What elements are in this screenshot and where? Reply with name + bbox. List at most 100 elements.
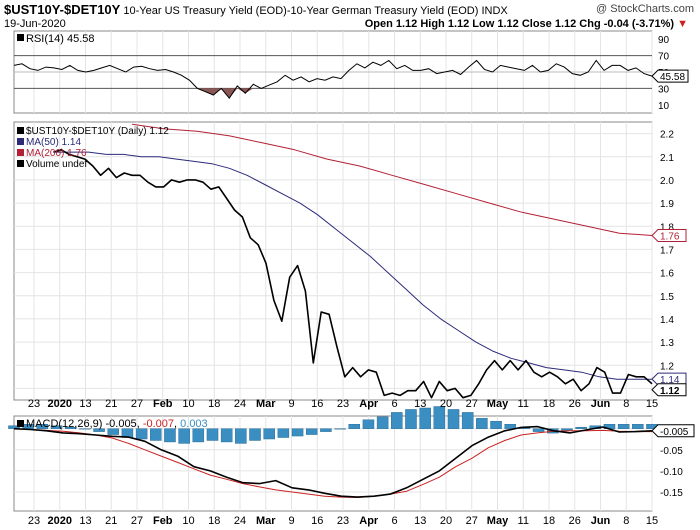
x-axis-label: 15: [646, 515, 658, 527]
price-legend-swatch: [17, 149, 24, 156]
price-tick-label: 1.5: [660, 292, 674, 303]
x-axis-label: 26: [569, 398, 581, 410]
macd-tick-label: -0.15: [660, 488, 683, 499]
macd-histogram-bar: [79, 428, 91, 430]
x-axis-label: 13: [414, 398, 426, 410]
macd-histogram-bar: [291, 428, 304, 437]
price-legend-label: $UST10Y-$DET10Y (Daily) 1.12: [26, 126, 169, 137]
x-axis-label: 16: [311, 515, 323, 527]
x-axis-label: Mar: [256, 398, 276, 410]
x-axis-label: Mar: [256, 515, 276, 527]
rsi-legend-label: RSI(14) 45.58: [26, 33, 94, 45]
price-line: [53, 149, 653, 399]
x-axis-label: 8: [623, 515, 629, 527]
macd-value-tag-text: -0.005: [660, 427, 689, 438]
grid-lines: [14, 31, 653, 511]
chart-header-line1: $UST10Y-$DET10Y 10-Year US Treasury Yiel…: [4, 2, 508, 17]
x-axis-label: 2020: [48, 398, 72, 410]
x-axis-label: 2020: [48, 515, 72, 527]
macd-histogram-bar: [476, 418, 488, 429]
ma50-line: [53, 151, 652, 380]
x-axis-label: 18: [543, 398, 555, 410]
macd-histogram-bar: [50, 425, 63, 429]
macd-histogram-bar: [532, 428, 545, 432]
price-legend-label: MA(200) 1.76: [26, 148, 87, 159]
macd-histogram-bar: [433, 406, 446, 429]
price-tick-label: 1.7: [660, 245, 674, 256]
axis-labels: 232320202020131321212727FebFeb1010181824…: [28, 35, 695, 527]
price-legend-swatch: [17, 138, 24, 145]
exchange-label: INDX: [481, 5, 508, 17]
ticker-description: 10-Year US Treasury Yield (EOD)-10-Year …: [123, 5, 479, 17]
x-axis-label: 11: [518, 515, 529, 527]
x-axis-label: 20: [440, 515, 452, 527]
macd-tick-label: -0.05: [660, 446, 683, 457]
macd-histogram-bar: [419, 407, 431, 429]
macd-legend-label: MACD(12,26,9) -0.005, -0.007, 0.003: [26, 418, 208, 430]
price-tick-label: 1.4: [660, 315, 674, 326]
x-axis-label: 23: [337, 398, 349, 410]
macd-histogram-bar: [64, 426, 77, 429]
x-axis-label: 16: [311, 398, 323, 410]
x-axis-label: 13: [79, 398, 91, 410]
macd-histogram-bar: [164, 428, 176, 443]
x-axis-label: 13: [414, 515, 426, 527]
macd-value-tag: [651, 424, 695, 438]
macd-histogram-bar: [36, 424, 49, 429]
rsi-value-tag-text: 45.58: [660, 72, 685, 83]
ohlc-readout: Open 1.12 High 1.12 Low 1.12 Close 1.12 …: [365, 18, 688, 30]
macd-histogram-bar: [447, 409, 460, 429]
price-legend-label: Volume undef: [26, 159, 87, 170]
macd-histogram-bar: [277, 428, 290, 438]
price-value-tag: [651, 229, 687, 243]
macd-histogram-bar: [8, 425, 20, 429]
macd-histogram-bar: [504, 424, 516, 429]
macd-histogram-bar: [632, 424, 644, 429]
x-axis-label: 10: [182, 398, 194, 410]
macd-histogram-bar: [206, 428, 219, 441]
rsi-legend-swatch: [17, 34, 24, 41]
price-legend-label: MA(50) 1.14: [26, 137, 81, 148]
x-axis-label: 9: [288, 398, 294, 410]
x-axis-label: 23: [337, 515, 349, 527]
price-panel: [53, 123, 653, 399]
macd-histogram-bar: [362, 419, 375, 429]
x-axis-label: 24: [234, 398, 246, 410]
rsi-panel: [13, 59, 653, 100]
x-axis-label: 8: [623, 398, 629, 410]
x-axis-label: 18: [543, 515, 555, 527]
macd-histogram-bar: [405, 409, 417, 429]
x-axis-label: Feb: [153, 398, 173, 410]
x-axis-label: 6: [391, 515, 397, 527]
x-axis-label: 27: [131, 515, 143, 527]
x-axis-label: 15: [646, 398, 658, 410]
macd-histogram-bar: [263, 428, 275, 440]
x-axis-label: 18: [208, 515, 220, 527]
macd-histogram-bar: [391, 412, 403, 429]
price-value-tag-text: 1.12: [660, 386, 680, 397]
x-axis-label: 21: [105, 398, 117, 410]
price-value-tag-text: 1.76: [660, 232, 680, 243]
x-axis-label: 24: [234, 515, 246, 527]
down-triangle-icon: ▼: [677, 18, 688, 30]
x-axis-label: 21: [105, 515, 117, 527]
price-value-tag: [651, 383, 687, 397]
price-value-tag-text: 1.14: [660, 375, 680, 386]
x-axis-label: 20: [440, 398, 452, 410]
price-tick-label: 1.9: [660, 199, 674, 210]
x-axis-label: 18: [208, 398, 220, 410]
macd-histogram-bar: [178, 428, 190, 444]
macd-line: [13, 425, 653, 498]
price-tick-label: 2.0: [660, 176, 674, 187]
price-tick-label: 1.6: [660, 269, 674, 280]
macd-panel: [8, 406, 658, 498]
price-tick-label: 2.1: [660, 153, 674, 164]
macd-histogram-bar: [320, 428, 332, 432]
x-axis-label: May: [487, 398, 509, 410]
price-legend-swatch: [17, 160, 24, 167]
x-axis-label: Jun: [591, 515, 611, 527]
price-frame: [13, 121, 653, 401]
x-axis-label: 26: [569, 515, 581, 527]
macd-tick-label: -0.10: [660, 467, 683, 478]
